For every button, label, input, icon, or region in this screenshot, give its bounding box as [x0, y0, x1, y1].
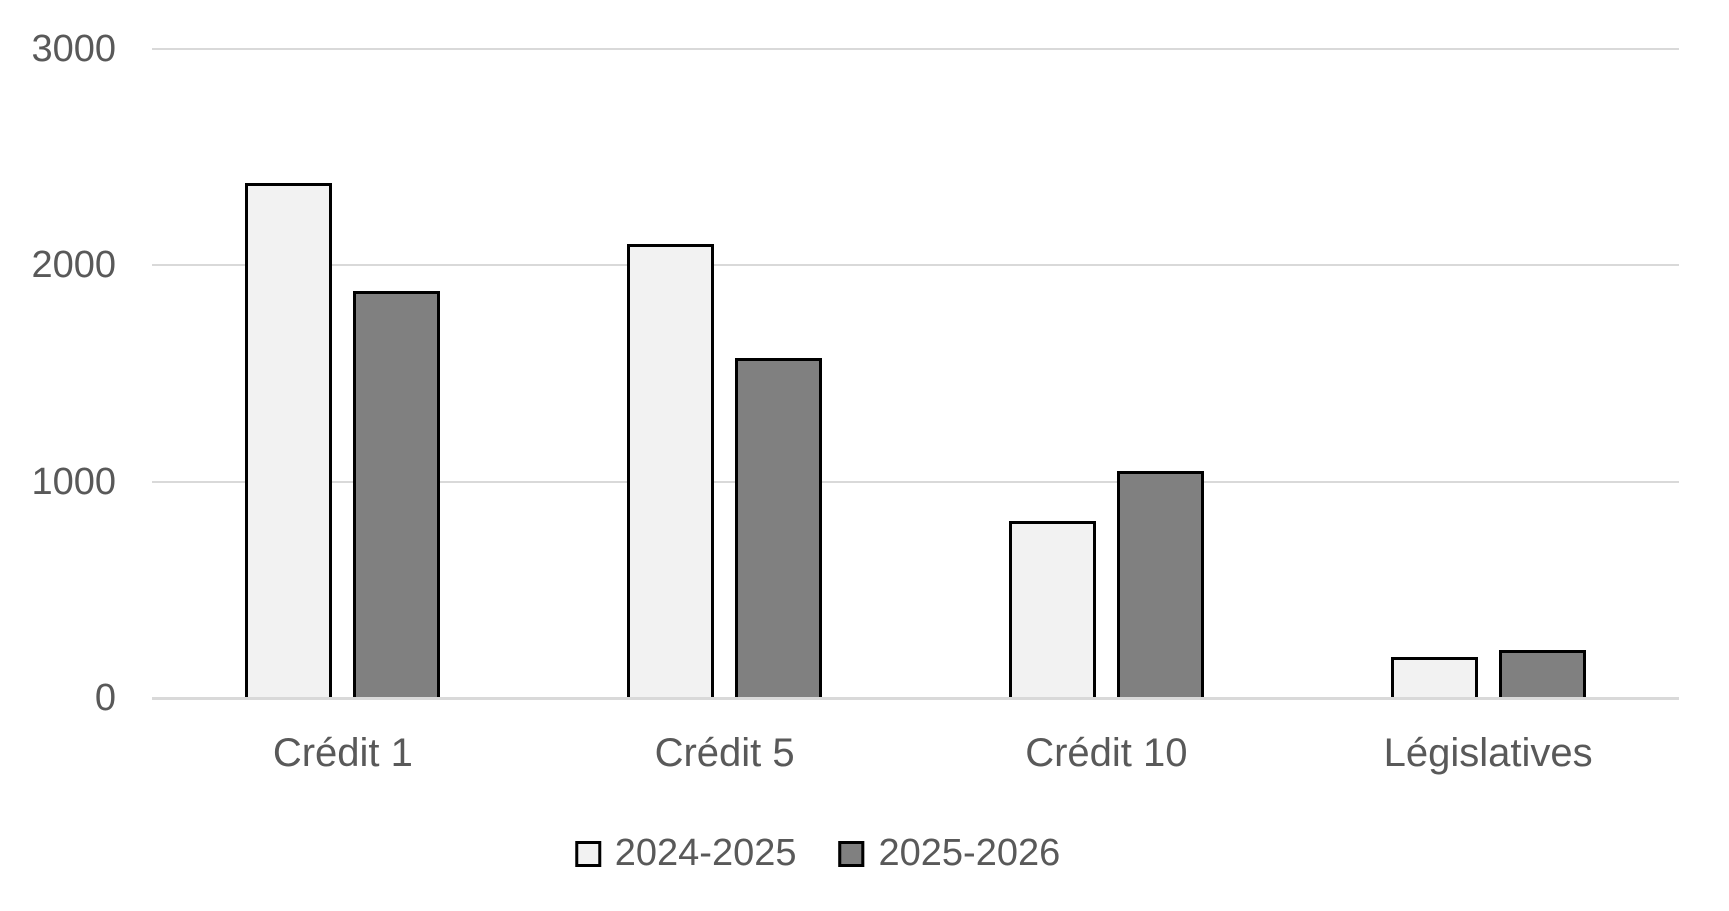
bar-2025-2026-Crédit 10	[1116, 470, 1204, 698]
legend-swatch-icon	[838, 840, 865, 867]
legend: 2024-2025 2025-2026	[574, 832, 1061, 875]
legend-swatch-icon	[574, 840, 601, 867]
bar-2024-2025-Crédit 1	[245, 183, 333, 698]
bar-2024-2025-Crédit 10	[1008, 520, 1096, 698]
gridline	[152, 480, 1679, 483]
x-axis-category-label: Législatives	[1383, 731, 1593, 775]
bar-2025-2026-Crédit 5	[735, 358, 823, 698]
x-axis-baseline	[152, 697, 1679, 700]
legend-item: 2024-2025	[574, 832, 797, 875]
legend-label: 2024-2025	[614, 832, 797, 874]
x-axis-category-label: Crédit 5	[654, 731, 795, 775]
y-axis-tick-label: 0	[94, 677, 116, 719]
bar-2025-2026-Législatives	[1498, 650, 1586, 698]
y-axis-tick-label: 3000	[31, 28, 116, 70]
gridline	[152, 264, 1679, 267]
bar-2024-2025-Crédit 5	[627, 243, 715, 698]
gridline	[152, 48, 1679, 50]
y-axis-tick-label: 1000	[31, 460, 116, 503]
y-axis-tick-label: 2000	[31, 244, 116, 287]
legend-item: 2025-2026	[838, 832, 1061, 875]
x-axis-category-label: Crédit 10	[1025, 731, 1188, 775]
bar-2025-2026-Crédit 1	[353, 291, 441, 698]
legend-label: 2025-2026	[878, 832, 1061, 874]
x-axis-category-label: Crédit 1	[272, 731, 413, 775]
plot-area	[152, 48, 1679, 700]
bar-2024-2025-Législatives	[1390, 656, 1478, 698]
